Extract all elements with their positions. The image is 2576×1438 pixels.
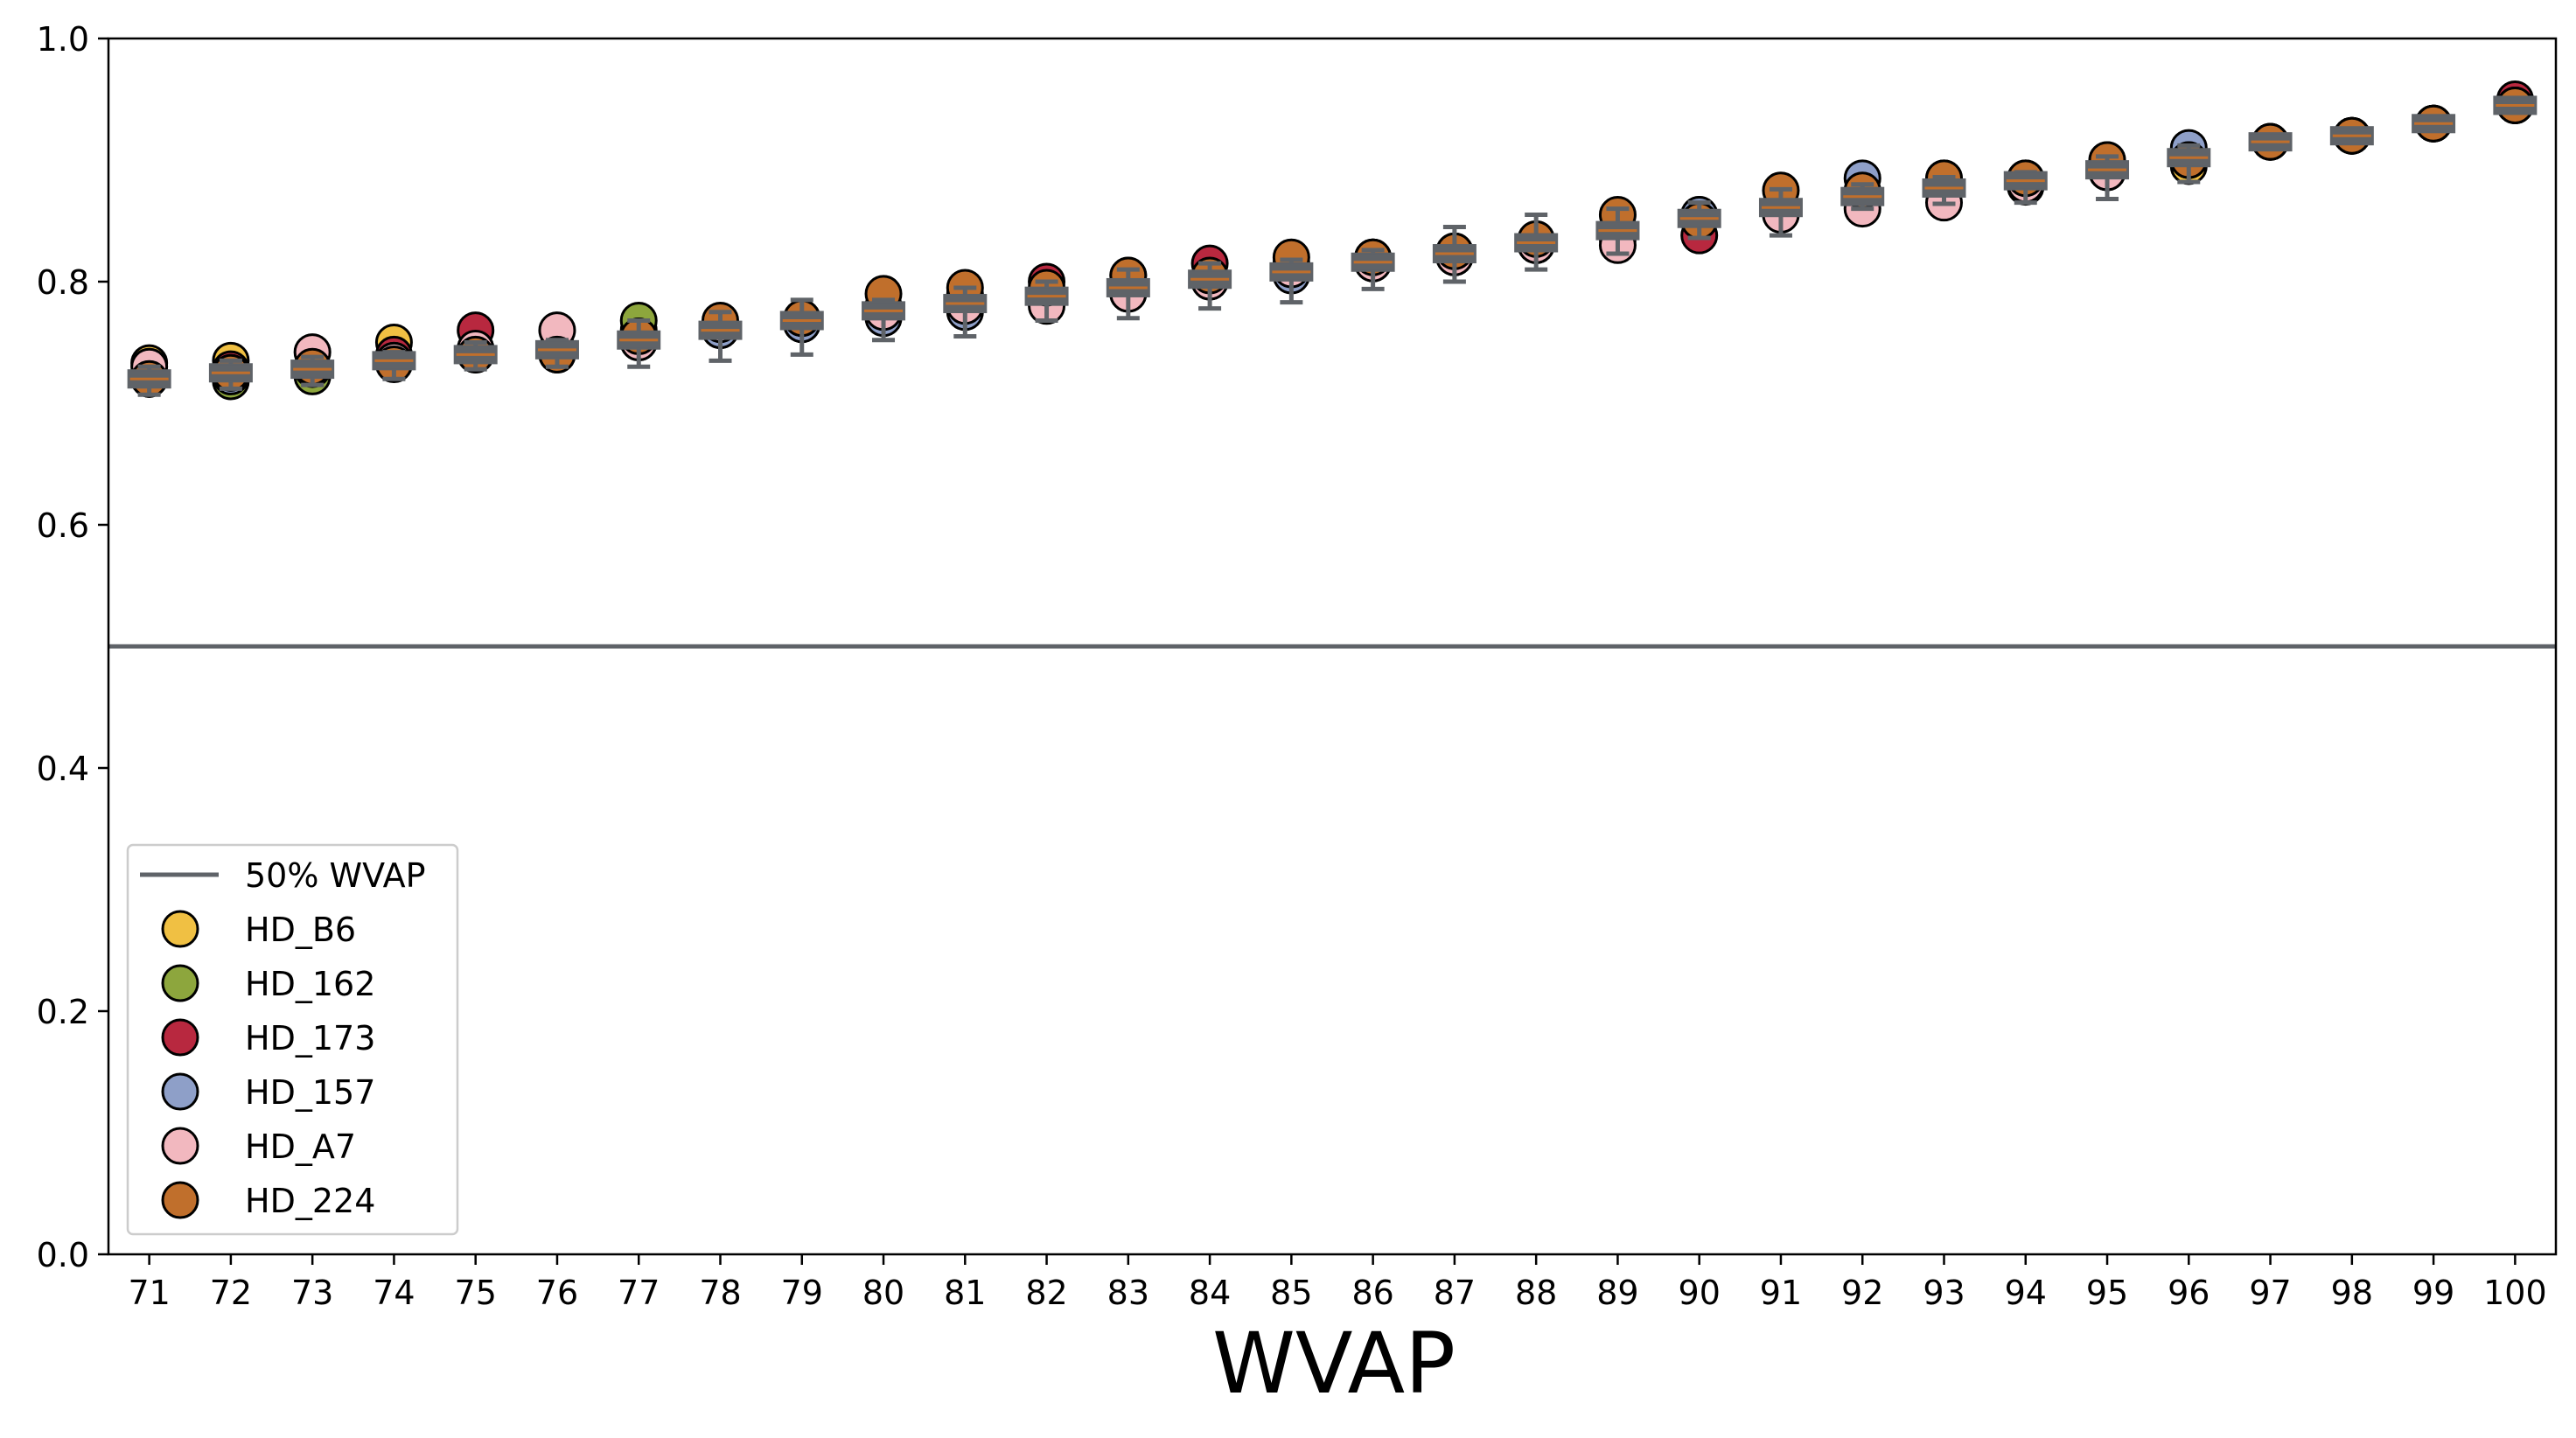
x-tick-label: 87 [1434,1274,1476,1312]
y-tick-label: 0.2 [37,993,89,1031]
box-summary-84 [1188,261,1232,311]
legend-item-hd-224: HD_224 [161,1181,375,1220]
legend-marker-swatch [161,1018,199,1057]
legend-item-hd-173: HD_173 [161,1018,375,1058]
legend-marker-swatch [161,1127,199,1165]
x-tick-label: 88 [1515,1274,1557,1312]
y-tick-label: 0.4 [37,750,89,788]
legend-label: HD_162 [245,965,375,1003]
box-summary-96 [2167,143,2211,185]
box-summary-98 [2329,126,2374,146]
x-tick-label: 85 [1270,1274,1312,1312]
legend-item-reference: 50% WVAP [140,856,426,895]
legend: 50% WVAP HD_B6 HD_162 HD_173 HD_157 HD_A7 HD_2… [126,843,459,1236]
x-tick-label: 74 [373,1274,415,1312]
x-tick-label: 76 [536,1274,578,1312]
x-tick-label: 72 [210,1274,252,1312]
x-tick-label: 84 [1189,1274,1231,1312]
legend-box [126,843,459,1236]
box-summary-74 [372,350,416,381]
box-summary-100 [2493,95,2538,115]
x-tick-label: 96 [2168,1274,2209,1312]
legend-label: 50% WVAP [245,856,426,895]
x-tick-label: 99 [2412,1274,2454,1312]
x-tick-label: 89 [1596,1274,1638,1312]
box-summary-76 [534,338,579,369]
box-summary-87 [1432,224,1476,284]
legend-marker-swatch [161,910,199,948]
x-tick-label: 98 [2331,1274,2373,1312]
box-summary-79 [779,297,824,357]
box-summary-75 [453,340,498,372]
y-axis-ticks: 0.0 0.2 0.4 0.6 0.8 1.0 [37,20,108,1274]
legend-item-hd-162: HD_162 [161,964,375,1003]
y-tick-label: 0.8 [37,263,89,302]
box-summary-80 [862,297,906,343]
box-summary-71 [127,364,171,397]
box-summary-90 [1677,200,1721,241]
y-tick-label: 0.0 [37,1236,89,1274]
x-tick-label: 82 [1025,1274,1067,1312]
x-tick-label: 75 [455,1274,497,1312]
box-summary-layer [127,95,2538,397]
box-summary-85 [1269,257,1314,305]
box-summary-86 [1351,248,1395,291]
box-summary-97 [2248,132,2293,152]
box-summary-92 [1840,182,1885,212]
box-summary-78 [698,310,743,363]
box-summary-81 [943,285,988,339]
x-tick-label: 81 [944,1274,986,1312]
box-summary-73 [290,354,335,387]
x-tick-label: 71 [128,1274,170,1312]
x-tick-label: 97 [2249,1274,2291,1312]
x-axis-ticks: 71 72 73 74 75 76 77 78 79 80 81 82 83 84 85 86 87 88 89 90… [128,1254,2547,1312]
legend-items: 50% WVAP HD_B6 HD_162 HD_173 HD_157 HD_A7 HD_2… [140,856,426,1220]
x-tick-label: 83 [1107,1274,1149,1312]
box-summary-88 [1514,213,1559,272]
x-tick-label: 100 [2483,1274,2547,1312]
box-summary-77 [617,318,661,369]
legend-label: HD_173 [245,1019,375,1058]
x-tick-label: 73 [291,1274,333,1312]
box-summary-82 [1024,279,1069,323]
legend-marker-swatch [161,1181,199,1219]
box-summary-91 [1758,186,1803,238]
plot-area [108,80,2556,649]
x-tick-label: 94 [2005,1274,2047,1312]
legend-item-hd-157: HD_157 [161,1072,375,1112]
box-summary-72 [208,358,253,391]
legend-label: HD_224 [245,1182,375,1220]
legend-label: HD_A7 [245,1127,356,1166]
legend-item-hd-b6: HD_B6 [161,910,356,949]
box-summary-95 [2085,154,2130,201]
x-tick-label: 92 [1841,1274,1883,1312]
x-tick-label: 79 [781,1274,823,1312]
box-summary-83 [1106,267,1150,321]
x-tick-label: 77 [618,1274,660,1312]
box-summary-93 [1922,174,1966,206]
legend-item-hd-a7: HD_A7 [161,1127,356,1166]
axes-frame [107,37,2558,1256]
x-axis-label: WVAP [1212,1315,1456,1413]
x-tick-label: 95 [2086,1274,2128,1312]
x-tick-label: 80 [862,1274,904,1312]
x-tick-label: 90 [1679,1274,1721,1312]
y-tick-label: 1.0 [37,20,89,59]
y-tick-label: 0.6 [37,506,89,545]
x-tick-label: 78 [699,1274,741,1312]
x-tick-label: 86 [1351,1274,1393,1312]
box-summary-94 [2003,170,2048,206]
box-summary-99 [2412,114,2456,134]
legend-marker-swatch [161,964,199,1002]
x-tick-label: 93 [1923,1274,1965,1312]
x-tick-label: 91 [1760,1274,1802,1312]
legend-label: HD_157 [245,1073,375,1112]
box-summary-89 [1595,206,1640,256]
legend-marker-swatch [161,1072,199,1111]
legend-label: HD_B6 [245,911,356,949]
